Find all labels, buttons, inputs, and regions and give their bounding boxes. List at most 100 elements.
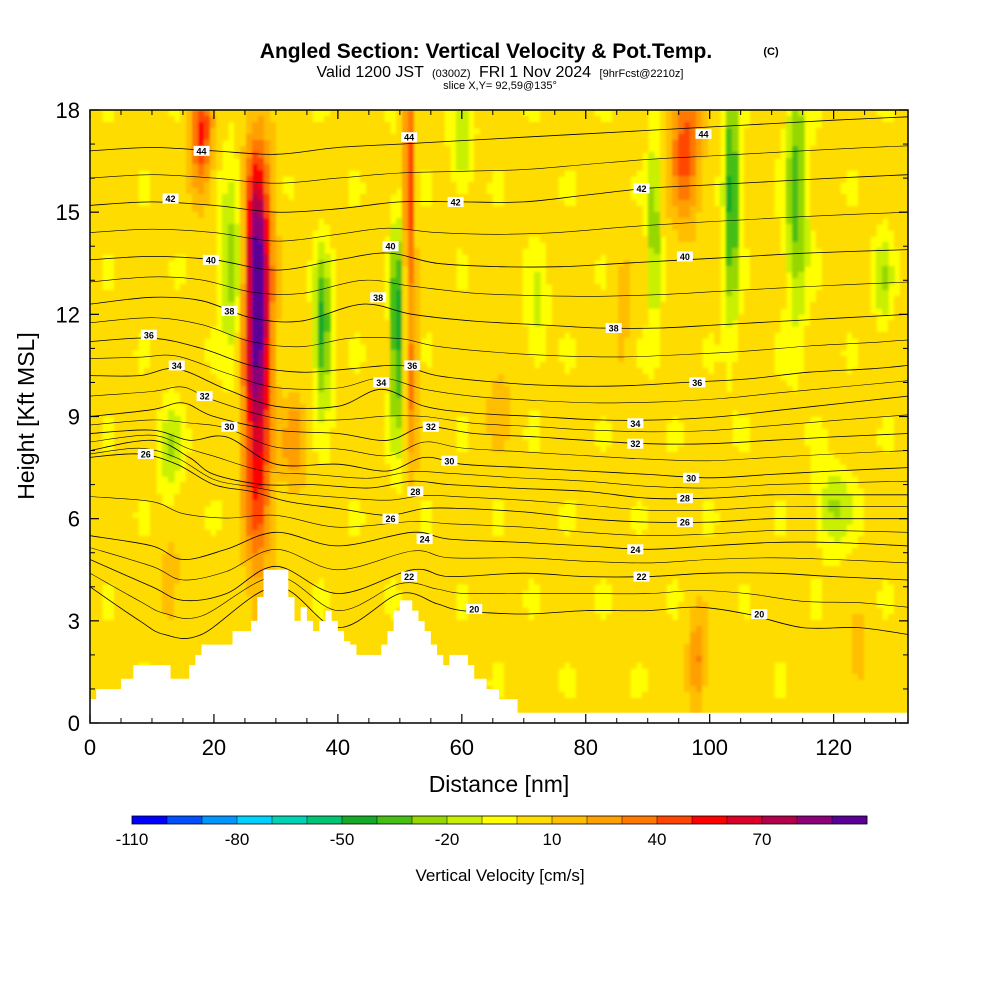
velocity-cell [666,296,673,303]
velocity-cell [456,152,463,159]
velocity-cell [522,140,529,147]
velocity-cell [120,170,127,177]
velocity-cell [222,122,229,129]
velocity-cell [660,230,667,237]
velocity-cell [858,308,865,315]
velocity-cell [876,272,883,279]
velocity-cell [510,344,517,351]
velocity-cell [258,332,265,339]
velocity-cell [828,140,835,147]
velocity-cell [306,320,313,327]
velocity-cell [540,206,547,213]
velocity-cell [858,296,865,303]
velocity-cell [762,266,769,273]
velocity-cell [834,248,841,255]
velocity-cell [510,218,517,225]
velocity-cell [408,116,415,123]
velocity-cell [390,320,397,327]
velocity-cell [654,278,661,285]
velocity-cell [438,302,445,309]
velocity-cell [858,260,865,267]
velocity-cell [894,194,901,201]
velocity-cell [384,320,391,327]
velocity-cell [342,212,349,219]
velocity-cell [684,272,691,279]
velocity-cell [654,182,661,189]
velocity-cell [468,320,475,327]
velocity-cell [696,284,703,291]
velocity-cell [822,110,829,117]
velocity-cell [234,290,241,297]
velocity-cell [336,134,343,141]
velocity-cell [102,356,109,363]
velocity-cell [582,152,589,159]
velocity-cell [570,206,577,213]
velocity-cell [168,176,175,183]
velocity-cell [156,284,163,291]
velocity-cell [840,290,847,297]
velocity-cell [114,248,121,255]
velocity-cell [132,344,139,351]
velocity-cell [714,326,721,333]
velocity-cell [492,332,499,339]
velocity-cell [564,326,571,333]
velocity-cell [132,152,139,159]
velocity-cell [246,146,253,153]
velocity-cell [426,116,433,123]
velocity-cell [588,200,595,207]
velocity-cell [300,134,307,141]
velocity-cell [414,116,421,123]
velocity-cell [564,236,571,243]
velocity-cell [546,242,553,249]
velocity-cell [114,332,121,339]
velocity-cell [168,356,175,363]
velocity-cell [228,338,235,345]
velocity-cell [162,248,169,255]
velocity-cell [630,164,637,171]
velocity-cell [690,200,697,207]
velocity-cell [168,128,175,135]
velocity-cell [576,242,583,249]
velocity-cell [270,302,277,309]
velocity-cell [360,194,367,201]
velocity-cell [708,260,715,267]
velocity-cell [246,242,253,249]
velocity-cell [594,254,601,261]
velocity-cell [198,284,205,291]
velocity-cell [114,140,121,147]
velocity-cell [666,134,673,141]
velocity-cell [618,218,625,225]
velocity-cell [852,218,859,225]
velocity-cell [282,212,289,219]
velocity-cell [786,212,793,219]
velocity-cell [252,242,259,249]
velocity-cell [906,134,908,141]
velocity-cell [852,308,859,315]
velocity-cell [558,242,565,249]
velocity-cell [672,350,679,357]
velocity-cell [132,260,139,267]
velocity-cell [300,254,307,261]
velocity-cell [102,302,109,309]
velocity-cell [672,260,679,267]
velocity-cell [642,308,649,315]
velocity-cell [324,122,331,129]
velocity-cell [162,332,169,339]
velocity-cell [516,254,523,261]
velocity-cell [354,272,361,279]
velocity-cell [678,332,685,339]
velocity-cell [810,320,817,327]
velocity-cell [702,158,709,165]
velocity-cell [438,110,445,117]
velocity-cell [300,272,307,279]
velocity-cell [114,188,121,195]
velocity-cell [756,146,763,153]
velocity-cell [498,236,505,243]
velocity-cell [798,194,805,201]
velocity-cell [858,200,865,207]
velocity-cell [276,272,283,279]
velocity-cell [390,176,397,183]
velocity-cell [552,326,559,333]
velocity-cell [702,224,709,231]
velocity-cell [726,206,733,213]
